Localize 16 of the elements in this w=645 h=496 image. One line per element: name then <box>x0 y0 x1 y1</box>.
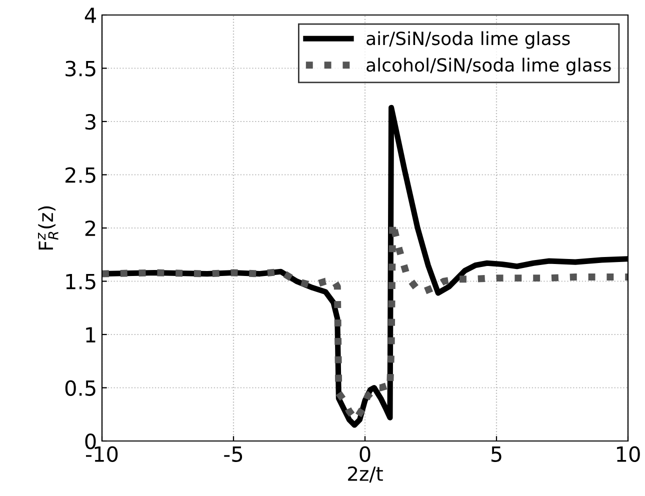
y-tick-label: 2.5 <box>66 167 96 183</box>
x-tick-label: 10 <box>617 446 640 462</box>
x-tick-label: 0 <box>360 446 370 462</box>
x-axis-title: 2z/t <box>348 466 383 483</box>
y-tick-label: 3 <box>85 114 96 130</box>
y-tick-label: 0.5 <box>65 380 96 396</box>
y-tick-label: 4 <box>84 8 96 23</box>
y-tick-label: 1 <box>86 327 96 342</box>
y-tick-label: 1.5 <box>66 274 96 290</box>
legend-label: alcohol/SiN/soda lime glass <box>366 58 611 76</box>
x-tick-label: -5 <box>224 446 242 462</box>
x-tick-label: 5 <box>491 446 502 462</box>
y-tick-label: 2 <box>85 220 96 236</box>
legend-label: air/SiN/soda lime glass <box>366 31 570 49</box>
y-axis-title: F$^{z}$$_{R}$(z) <box>38 206 58 250</box>
y-tick-label: 3.5 <box>66 60 96 76</box>
